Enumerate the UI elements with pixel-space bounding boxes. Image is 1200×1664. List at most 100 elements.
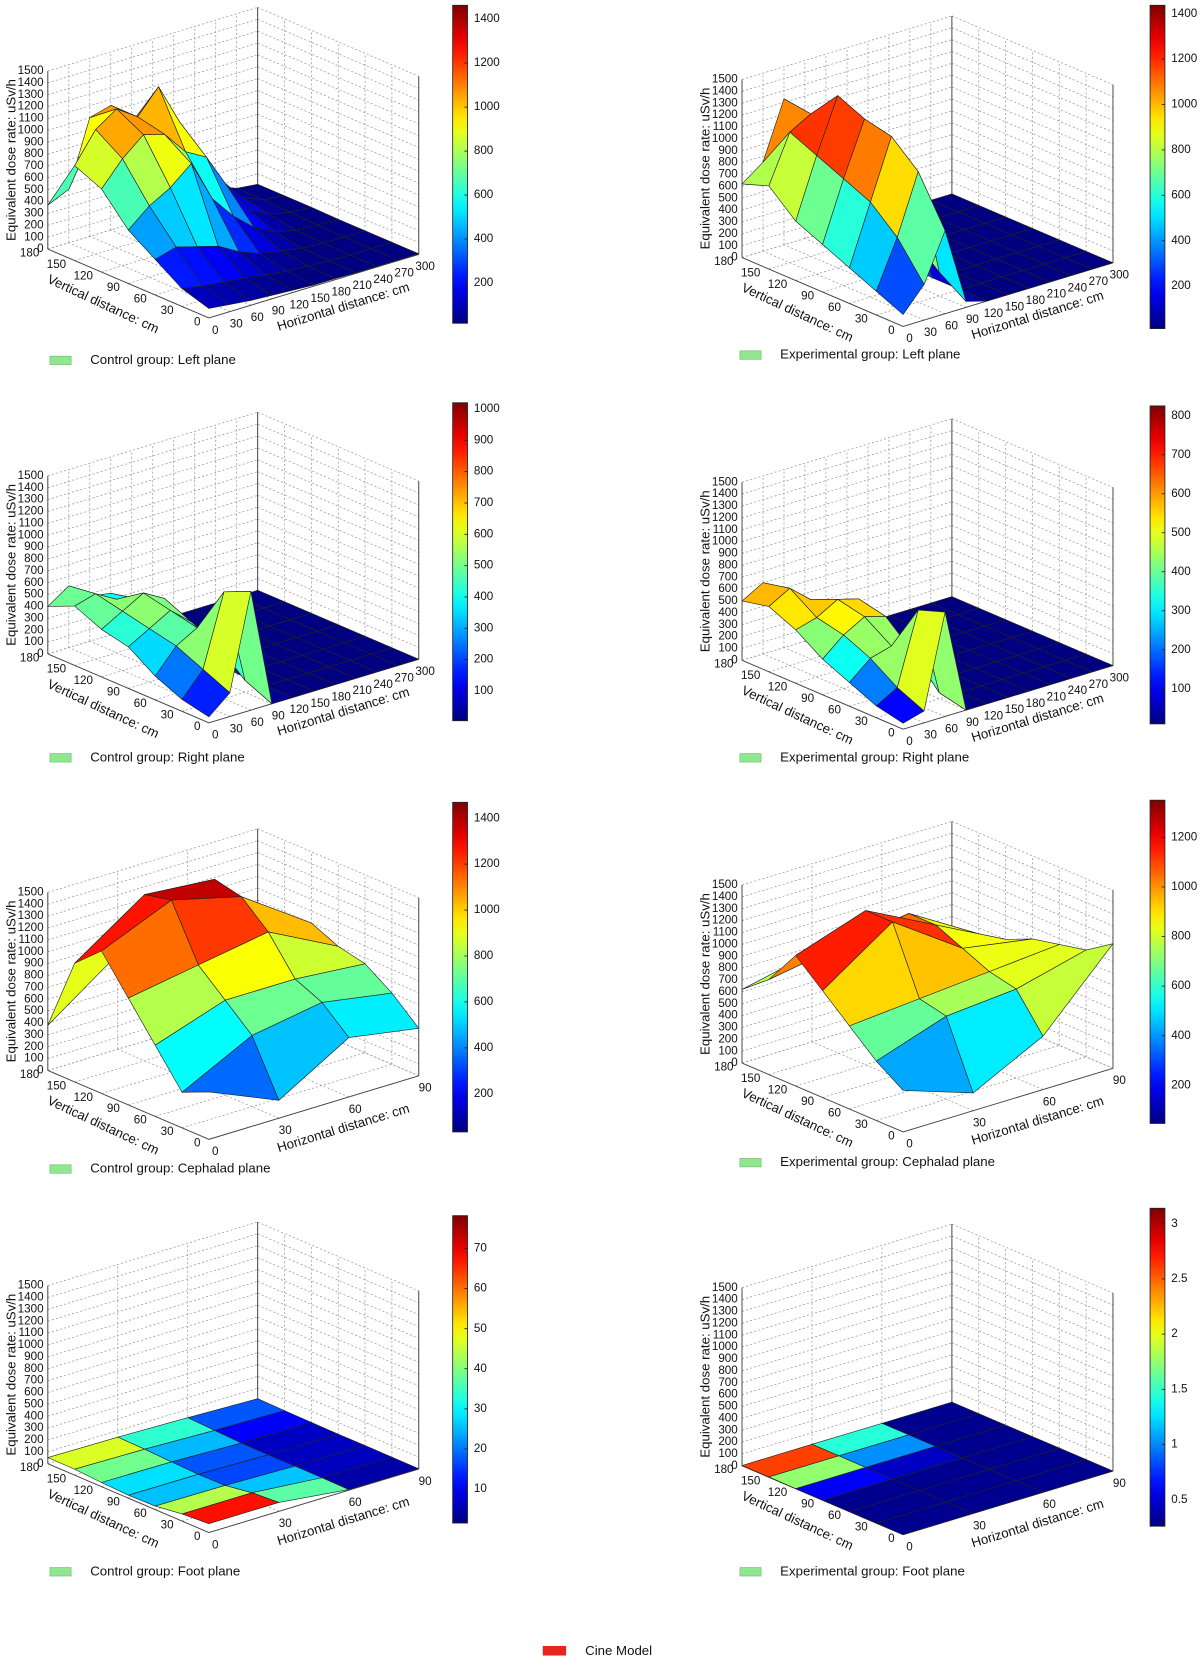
colorbar <box>452 1215 468 1524</box>
colorbar-tick-label: 0.5 <box>1171 1493 1187 1506</box>
grid-line <box>951 1318 1114 1389</box>
grid-line <box>741 537 952 602</box>
grid-line <box>47 542 258 607</box>
colorbar-tick-label: 600 <box>474 188 494 201</box>
z-tick-label: 300 <box>24 611 44 624</box>
grid-line <box>741 1235 952 1300</box>
y-tick-label: 30 <box>855 715 868 728</box>
z-tick-label: 100 <box>718 1044 738 1057</box>
grid-line <box>257 1376 419 1446</box>
grid-line <box>741 856 952 921</box>
colorbar-tick-label: 500 <box>1171 526 1191 539</box>
y-tick-label: 150 <box>741 669 761 682</box>
x-tick-label: 0 <box>212 1145 219 1158</box>
grid-line <box>257 875 419 946</box>
grid-line <box>257 102 419 172</box>
y-tick-label: 150 <box>47 1079 67 1092</box>
colorbar-tick-label: 400 <box>1171 234 1191 247</box>
z-tick-label: 1100 <box>19 112 45 125</box>
grid-line <box>257 7 419 77</box>
colorbar-tick-label: 600 <box>474 527 494 540</box>
x-tick-label: 60 <box>251 716 264 729</box>
z-tick-label: 1000 <box>18 123 44 136</box>
grid-line <box>951 525 1114 595</box>
x-tick-label: 0 <box>906 1138 913 1151</box>
axis-line <box>208 253 419 319</box>
grid-line <box>110 229 273 300</box>
y-tick-label: 150 <box>741 1072 761 1085</box>
x-tick-label: 30 <box>924 729 937 742</box>
z-tick-label: 1000 <box>712 937 738 950</box>
y-tick-label: 60 <box>134 292 147 305</box>
z-tick-label: 700 <box>24 1374 44 1387</box>
colorbar-tick-label: 400 <box>474 232 494 245</box>
colorbar-tick-label: 600 <box>1171 487 1191 500</box>
z-tick-label: 1200 <box>18 100 44 113</box>
colorbar-tick-label: 400 <box>1171 1029 1191 1042</box>
x-tick-label: 150 <box>310 292 330 305</box>
grid-line <box>951 181 1114 252</box>
z-tick-label: 1400 <box>712 890 738 903</box>
z-tick-label: 0 <box>37 647 44 660</box>
x-tick-label: 270 <box>1089 678 1109 691</box>
z-tick-label: 400 <box>24 1016 44 1029</box>
grid-line <box>951 51 1114 121</box>
legend-label: Control group: Foot plane <box>90 1563 240 1578</box>
x-tick-label: 150 <box>1005 703 1025 716</box>
z-tick-label: 300 <box>718 618 738 631</box>
grid-line <box>741 1223 952 1289</box>
x-tick-label: 300 <box>1110 671 1130 684</box>
x-tick-label: 30 <box>279 1124 292 1137</box>
legend-label: Control group: Right plane <box>90 749 245 764</box>
grid-line <box>47 54 258 119</box>
x-tick-label: 60 <box>945 320 958 333</box>
colorbar-tick-label: 400 <box>474 590 494 603</box>
colorbar-tick-label: 400 <box>1171 565 1191 578</box>
x-tick-label: 90 <box>272 710 285 723</box>
x-tick-label: 90 <box>419 1082 432 1095</box>
grid-line <box>951 110 1114 181</box>
z-axis-label: Equivalent dose rate: uSv/h <box>3 484 18 646</box>
z-tick-label: 300 <box>24 207 44 220</box>
z-tick-label: 600 <box>24 576 44 589</box>
grid-line <box>741 489 952 554</box>
x-tick-label: 60 <box>349 1496 362 1509</box>
z-tick-label: 800 <box>718 961 738 974</box>
z-tick-label: 1500 <box>18 469 44 482</box>
grid-line <box>741 465 952 531</box>
legend-swatch <box>49 355 72 365</box>
y-tick-label: 150 <box>741 266 761 279</box>
y-tick-label: 180 <box>714 1463 734 1476</box>
grid-line <box>257 994 419 1065</box>
z-tick-label: 700 <box>718 570 738 583</box>
axis-line <box>47 1463 210 1534</box>
x-tick-label: 0 <box>212 729 219 742</box>
grid-line <box>257 411 419 482</box>
colorbar-tick-label: 50 <box>474 1322 487 1335</box>
z-tick-label: 500 <box>24 183 44 196</box>
grid-line <box>47 506 258 572</box>
colorbar-tick-label: 200 <box>474 276 494 289</box>
grid-line <box>951 987 1114 1057</box>
grid-line <box>741 1389 952 1455</box>
z-tick-label: 200 <box>24 1040 44 1053</box>
z-tick-label: 400 <box>718 606 738 619</box>
grid-line <box>47 1221 258 1286</box>
axis-line <box>741 257 904 327</box>
z-tick-label: 0 <box>731 251 738 264</box>
grid-line <box>951 927 1114 998</box>
y-tick-label: 0 <box>194 1530 201 1543</box>
grid-line <box>47 518 258 584</box>
grid-line <box>47 1269 258 1334</box>
x-tick-label: 120 <box>984 710 1004 723</box>
axis-line <box>741 659 904 730</box>
x-tick-label: 30 <box>279 1517 292 1530</box>
grid-line <box>951 169 1114 240</box>
z-tick-label: 900 <box>718 949 738 962</box>
z-tick-label: 1300 <box>712 902 738 915</box>
z-tick-label: 300 <box>24 1028 44 1041</box>
z-tick-label: 300 <box>718 1021 738 1034</box>
axis-line <box>208 1075 419 1140</box>
z-tick-label: 300 <box>718 215 738 228</box>
